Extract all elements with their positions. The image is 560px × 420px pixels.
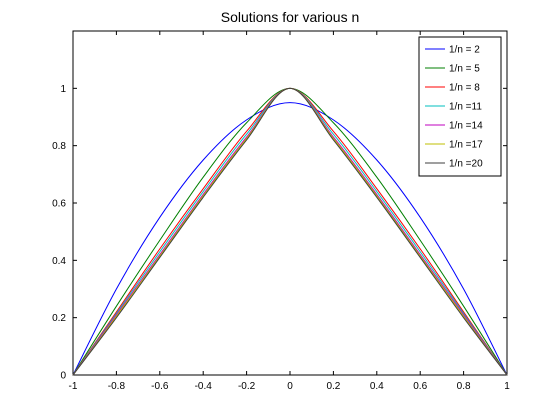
x-tick-label: -0.2: [238, 381, 256, 392]
legend-entry: 1/n =11: [449, 102, 482, 113]
series-line-7: [72, 87, 508, 376]
x-tick-label: 0.8: [457, 381, 471, 392]
y-axis: 0 0.2 0.4 0.6 0.8 1: [52, 84, 507, 382]
y-tick-label: 0.8: [52, 141, 66, 152]
x-tick-label: 0.2: [326, 381, 340, 392]
y-tick-label: 0.4: [52, 256, 66, 267]
x-tick-label: -0.4: [195, 381, 213, 392]
legend-entry: 1/n =17: [449, 140, 483, 151]
x-tick-label: -0.8: [108, 381, 126, 392]
x-tick-label: -0.6: [151, 381, 169, 392]
y-tick-label: 0.6: [52, 199, 66, 210]
x-tick-label: -1: [69, 381, 78, 392]
y-tick-label: 1: [60, 84, 66, 95]
series-lines: [72, 87, 508, 376]
x-tick-label: 0.6: [413, 381, 427, 392]
y-tick-label: 0: [60, 371, 66, 382]
x-axis: -1 -0.8 -0.6 -0.4 -0.2 0 0.2 0.4 0.6 0.8 1: [69, 31, 510, 392]
legend: 1/n = 2 1/n = 5 1/n = 8 1/n =11 1/n =14 1/n =…: [418, 36, 502, 177]
series-line-1: [72, 102, 508, 376]
legend-entry: 1/n = 5: [449, 64, 480, 75]
chart-title: Solutions for various n: [221, 9, 360, 25]
legend-entry: 1/n = 8: [449, 83, 480, 94]
legend-entry: 1/n = 2: [449, 45, 480, 56]
x-tick-label: 1: [504, 381, 510, 392]
x-tick-label: 0: [287, 381, 293, 392]
x-tick-label: 0.4: [370, 381, 384, 392]
legend-entry: 1/n =20: [449, 159, 483, 170]
legend-entry: 1/n =14: [449, 121, 483, 132]
y-tick-label: 0.2: [52, 313, 66, 324]
